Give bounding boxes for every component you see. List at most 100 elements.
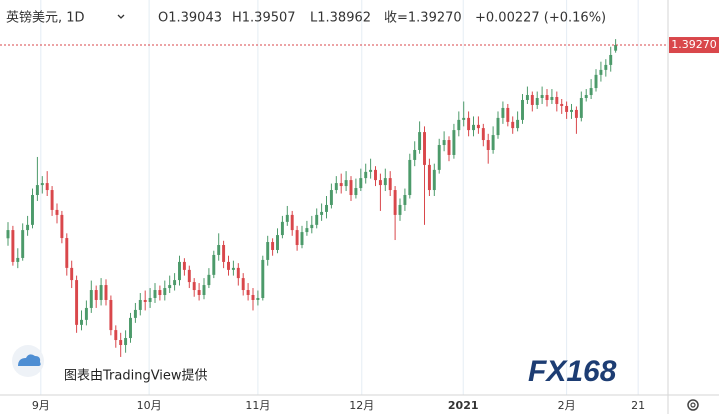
candle-body	[26, 224, 30, 231]
grid	[40, 0, 639, 395]
candle-body	[16, 257, 20, 262]
candle-body	[305, 228, 309, 233]
candle-body	[570, 109, 573, 112]
x-tick-label: 2月	[558, 399, 576, 412]
x-tick-label: 9月	[32, 399, 50, 412]
candle-body	[251, 295, 255, 300]
candle-body	[168, 285, 172, 289]
candle-body	[31, 195, 34, 225]
candle-body	[212, 254, 216, 275]
candle-body	[197, 290, 201, 296]
candle-body	[109, 299, 113, 331]
candle-body	[256, 297, 260, 300]
legend-value: +0.00227 (+0.16%)	[475, 11, 606, 26]
candle-body	[158, 290, 162, 296]
candle-body	[467, 117, 471, 131]
candle-body	[550, 97, 554, 100]
candle-body	[246, 290, 250, 296]
candle-body	[393, 190, 397, 215]
candle-body	[506, 107, 510, 122]
candle-body	[516, 119, 520, 129]
candle-body	[143, 299, 147, 302]
x-tick-label: 2021	[448, 399, 479, 412]
candle-body	[584, 95, 588, 99]
candle-body	[310, 224, 314, 229]
candle-body	[187, 269, 191, 283]
candle-body	[227, 261, 230, 270]
candle-body	[432, 169, 436, 191]
candle-body	[21, 230, 25, 258]
candle-body	[525, 95, 529, 100]
settings-icon[interactable]	[687, 399, 699, 411]
candle-body	[202, 285, 206, 296]
candle-body	[589, 88, 593, 96]
candle-body	[315, 214, 319, 225]
candle-body	[153, 290, 157, 298]
candle-body	[11, 230, 15, 262]
symbol[interactable]: 英镑美元, 1D	[6, 10, 85, 26]
candle-body	[378, 180, 382, 186]
candle-body	[35, 185, 39, 196]
tv-icon	[12, 345, 44, 377]
candle-body	[60, 214, 64, 239]
candle-body	[231, 267, 235, 270]
candle-body	[45, 183, 49, 191]
legend-value: L1.38962	[310, 11, 371, 26]
candles	[6, 39, 618, 357]
candle-body	[182, 261, 186, 270]
candle-body	[280, 221, 284, 236]
candle-body	[173, 280, 177, 286]
candle-body	[349, 180, 353, 196]
candle-body	[496, 117, 500, 136]
candle-body	[65, 238, 69, 268]
candle-body	[457, 119, 461, 131]
candle-body	[6, 230, 10, 239]
candle-body	[604, 64, 608, 70]
candle-body	[261, 259, 265, 298]
candle-body	[423, 132, 426, 165]
candle-body	[462, 117, 466, 120]
candle-body	[75, 280, 79, 325]
dropdown-icon[interactable]	[117, 14, 125, 19]
candle-body	[133, 309, 137, 318]
candle-body	[374, 169, 377, 181]
candle-body	[300, 232, 304, 246]
candle-body	[447, 140, 451, 155]
candle-body	[579, 98, 583, 118]
candle-body	[369, 169, 373, 172]
candle-body	[418, 132, 422, 150]
candle-body	[329, 190, 333, 205]
credit: 图表由TradingView提供	[64, 368, 208, 384]
candle-body	[530, 95, 534, 105]
candle-body	[276, 235, 279, 250]
legend-value: O1.39043	[158, 11, 222, 26]
candle-body	[89, 290, 93, 308]
candle-body	[285, 214, 289, 222]
candle-body	[163, 288, 167, 296]
candle-body	[511, 121, 515, 129]
candle-body	[398, 204, 402, 215]
candle-body	[359, 178, 363, 189]
candle-body	[344, 180, 348, 187]
x-tick-label: 21	[631, 399, 645, 412]
candle-body	[114, 330, 118, 341]
candle-body	[80, 319, 83, 325]
candle-body	[241, 278, 245, 291]
candle-body	[290, 214, 294, 231]
last-price-label: 1.39270	[671, 38, 717, 51]
legend-value: H1.39507	[232, 11, 296, 26]
candle-body	[486, 140, 490, 150]
candle-body	[472, 124, 475, 131]
candle-body	[565, 105, 569, 112]
candle-body	[413, 149, 417, 160]
candle-body	[124, 338, 128, 346]
candle-body	[594, 74, 598, 89]
candle-body	[535, 98, 539, 105]
candle-body	[222, 245, 226, 262]
candle-body	[236, 267, 240, 279]
candle-body	[491, 135, 495, 150]
candle-body	[609, 54, 613, 65]
last-price-box	[669, 37, 719, 54]
logo: FX168	[528, 355, 617, 388]
